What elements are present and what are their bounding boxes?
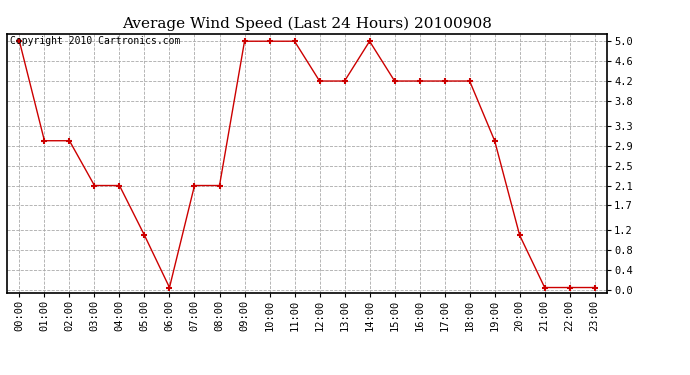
Title: Average Wind Speed (Last 24 Hours) 20100908: Average Wind Speed (Last 24 Hours) 20100… xyxy=(122,17,492,31)
Text: Copyright 2010 Cartronics.com: Copyright 2010 Cartronics.com xyxy=(10,36,180,46)
